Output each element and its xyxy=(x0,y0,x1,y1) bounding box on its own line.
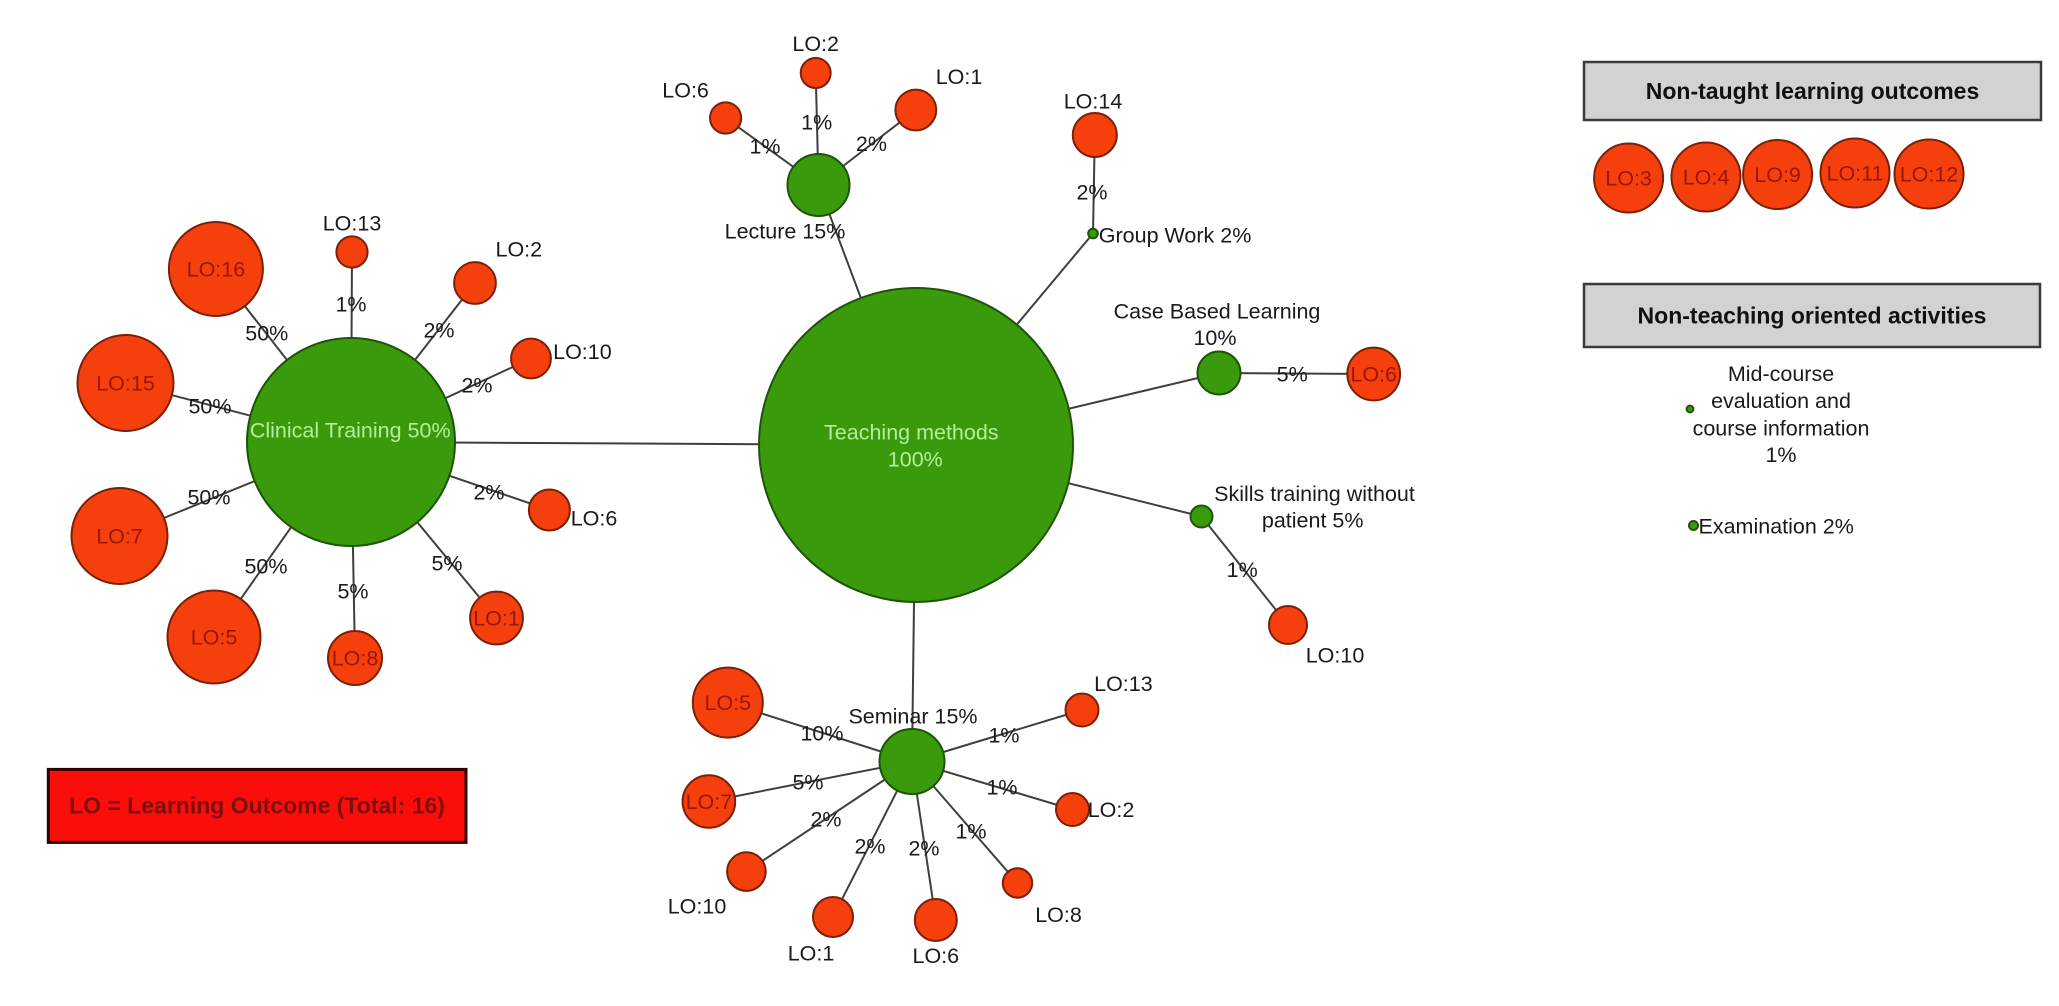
svg-text:Non-taught learning outcomes: Non-taught learning outcomes xyxy=(1646,78,1980,104)
svg-text:patient 5%: patient 5% xyxy=(1262,509,1364,533)
svg-text:Group Work 2%: Group Work 2% xyxy=(1099,224,1252,248)
svg-text:5%: 5% xyxy=(792,771,823,795)
svg-text:LO:8: LO:8 xyxy=(332,647,379,671)
svg-text:1%: 1% xyxy=(1227,558,1258,582)
svg-text:course information: course information xyxy=(1693,417,1870,441)
svg-text:LO:12: LO:12 xyxy=(1900,163,1959,187)
svg-text:LO:2: LO:2 xyxy=(1088,798,1135,822)
svg-text:10%: 10% xyxy=(1193,326,1236,350)
svg-text:10%: 10% xyxy=(800,722,843,746)
svg-text:5%: 5% xyxy=(1277,362,1308,386)
svg-text:Lecture 15%: Lecture 15% xyxy=(725,220,846,244)
svg-text:2%: 2% xyxy=(473,481,504,505)
svg-text:LO:10: LO:10 xyxy=(553,340,612,364)
svg-text:Seminar 15%: Seminar 15% xyxy=(848,705,977,729)
svg-text:LO:5: LO:5 xyxy=(704,691,751,715)
svg-text:evaluation and: evaluation and xyxy=(1711,389,1851,413)
svg-text:100%: 100% xyxy=(888,448,943,472)
svg-text:2%: 2% xyxy=(423,319,454,343)
svg-text:LO:16: LO:16 xyxy=(187,258,246,282)
svg-text:LO:9: LO:9 xyxy=(1754,163,1801,187)
svg-text:LO:4: LO:4 xyxy=(1683,166,1730,190)
svg-text:LO:2: LO:2 xyxy=(792,32,839,56)
svg-text:LO:13: LO:13 xyxy=(1094,672,1153,696)
svg-text:5%: 5% xyxy=(337,580,368,604)
svg-text:LO:1: LO:1 xyxy=(788,942,835,966)
svg-text:2%: 2% xyxy=(461,374,492,398)
svg-text:50%: 50% xyxy=(188,395,231,419)
svg-text:LO = Learning Outcome (Total:: LO = Learning Outcome (Total: 16) xyxy=(69,793,445,819)
svg-text:Non-teaching oriented activiti: Non-teaching oriented activities xyxy=(1638,303,1987,329)
svg-text:LO:1: LO:1 xyxy=(473,607,520,631)
svg-text:LO:7: LO:7 xyxy=(686,790,733,814)
svg-text:LO:10: LO:10 xyxy=(668,895,727,919)
svg-text:50%: 50% xyxy=(245,322,288,346)
svg-text:50%: 50% xyxy=(187,486,230,510)
svg-text:Clinical Training 50%: Clinical Training 50% xyxy=(250,419,451,443)
svg-text:LO:14: LO:14 xyxy=(1064,90,1123,114)
svg-text:1%: 1% xyxy=(749,135,780,159)
svg-text:LO:6: LO:6 xyxy=(1350,363,1397,387)
svg-text:Skills training without: Skills training without xyxy=(1214,482,1415,506)
svg-text:LO:8: LO:8 xyxy=(1035,903,1082,927)
svg-text:2%: 2% xyxy=(810,808,841,832)
svg-text:2%: 2% xyxy=(856,132,887,156)
svg-text:LO:10: LO:10 xyxy=(1306,644,1365,668)
svg-text:1%: 1% xyxy=(988,724,1019,748)
svg-text:1%: 1% xyxy=(986,776,1017,800)
svg-text:Mid-course: Mid-course xyxy=(1728,362,1834,386)
svg-text:Case Based Learning: Case Based Learning xyxy=(1114,300,1321,324)
svg-text:LO:2: LO:2 xyxy=(495,238,542,262)
svg-text:50%: 50% xyxy=(244,555,287,579)
svg-text:LO:1: LO:1 xyxy=(936,65,983,89)
svg-text:LO:13: LO:13 xyxy=(323,212,382,236)
svg-text:LO:6: LO:6 xyxy=(571,507,618,531)
svg-text:2%: 2% xyxy=(908,837,939,861)
svg-text:LO:7: LO:7 xyxy=(96,525,143,549)
svg-text:2%: 2% xyxy=(1076,181,1107,205)
svg-text:1%: 1% xyxy=(335,293,366,317)
svg-text:LO:5: LO:5 xyxy=(191,626,238,650)
svg-text:5%: 5% xyxy=(431,552,462,576)
svg-text:2%: 2% xyxy=(854,835,885,859)
svg-text:LO:6: LO:6 xyxy=(912,944,959,968)
svg-text:1%: 1% xyxy=(801,111,832,135)
svg-text:1%: 1% xyxy=(955,820,986,844)
svg-text:LO:3: LO:3 xyxy=(1605,167,1652,191)
svg-text:LO:11: LO:11 xyxy=(1827,162,1884,186)
svg-text:Examination 2%: Examination 2% xyxy=(1699,515,1854,539)
svg-text:1%: 1% xyxy=(1765,443,1796,467)
svg-text:Teaching methods: Teaching methods xyxy=(824,421,999,445)
svg-text:LO:6: LO:6 xyxy=(662,79,709,103)
svg-text:LO:15: LO:15 xyxy=(96,372,155,396)
